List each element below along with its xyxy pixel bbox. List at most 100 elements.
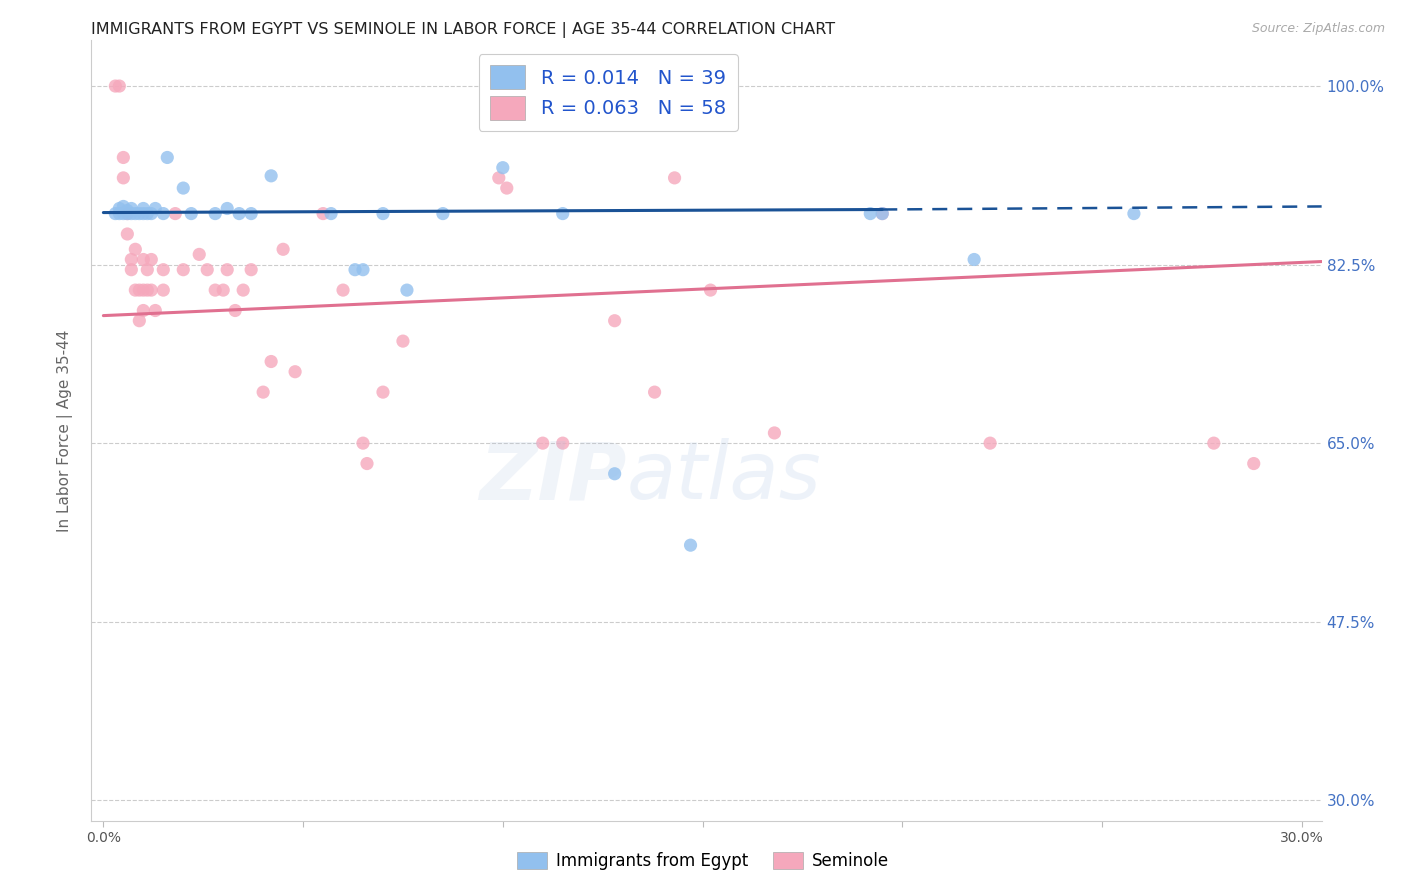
- Point: [152, 283, 174, 297]
- Point: [392, 334, 415, 348]
- Point: [603, 467, 626, 481]
- Point: [188, 247, 211, 261]
- Point: [679, 538, 702, 552]
- Point: [319, 206, 342, 220]
- Point: [152, 206, 174, 220]
- Point: [260, 169, 283, 183]
- Point: [128, 283, 150, 297]
- Point: [104, 206, 127, 220]
- Point: [132, 283, 155, 297]
- Point: [332, 283, 354, 297]
- Point: [120, 202, 142, 216]
- Point: [763, 425, 786, 440]
- Point: [156, 151, 179, 165]
- Point: [551, 436, 574, 450]
- Point: [284, 365, 307, 379]
- Point: [603, 314, 626, 328]
- Point: [120, 252, 142, 267]
- Point: [180, 206, 202, 220]
- Point: [963, 252, 986, 267]
- Point: [195, 262, 218, 277]
- Point: [870, 206, 894, 220]
- Point: [212, 283, 235, 297]
- Point: [117, 206, 139, 220]
- Point: [112, 206, 135, 220]
- Point: [271, 242, 294, 256]
- Point: [217, 262, 239, 277]
- Point: [172, 262, 194, 277]
- Point: [152, 262, 174, 277]
- Point: [395, 283, 418, 297]
- Point: [371, 206, 394, 220]
- Point: [232, 283, 254, 297]
- Point: [112, 170, 135, 185]
- Point: [859, 206, 882, 220]
- Point: [143, 303, 166, 318]
- Text: Source: ZipAtlas.com: Source: ZipAtlas.com: [1251, 22, 1385, 36]
- Point: [1202, 436, 1225, 450]
- Point: [371, 385, 394, 400]
- Point: [224, 303, 246, 318]
- Point: [117, 203, 139, 218]
- Point: [120, 262, 142, 277]
- Point: [240, 262, 263, 277]
- Point: [124, 283, 146, 297]
- Point: [124, 206, 146, 220]
- Point: [108, 206, 131, 220]
- Text: IMMIGRANTS FROM EGYPT VS SEMINOLE IN LABOR FORCE | AGE 35-44 CORRELATION CHART: IMMIGRANTS FROM EGYPT VS SEMINOLE IN LAB…: [91, 22, 835, 38]
- Text: ZIP: ZIP: [479, 438, 627, 516]
- Point: [112, 151, 135, 165]
- Point: [120, 206, 142, 220]
- Point: [870, 206, 894, 220]
- Point: [979, 436, 1001, 450]
- Point: [128, 314, 150, 328]
- Point: [252, 385, 274, 400]
- Point: [108, 78, 131, 93]
- Point: [204, 206, 226, 220]
- Point: [664, 170, 686, 185]
- Point: [143, 202, 166, 216]
- Point: [104, 78, 127, 93]
- Y-axis label: In Labor Force | Age 35-44: In Labor Force | Age 35-44: [56, 329, 73, 532]
- Point: [343, 262, 366, 277]
- Point: [136, 283, 159, 297]
- Point: [352, 436, 374, 450]
- Point: [356, 457, 378, 471]
- Legend: R = 0.014   N = 39, R = 0.063   N = 58: R = 0.014 N = 39, R = 0.063 N = 58: [478, 54, 738, 131]
- Point: [117, 227, 139, 241]
- Point: [551, 206, 574, 220]
- Point: [260, 354, 283, 368]
- Point: [141, 252, 163, 267]
- Point: [204, 283, 226, 297]
- Text: atlas: atlas: [627, 438, 821, 516]
- Point: [141, 206, 163, 220]
- Point: [699, 283, 721, 297]
- Point: [132, 303, 155, 318]
- Point: [1122, 206, 1144, 220]
- Point: [136, 262, 159, 277]
- Point: [132, 202, 155, 216]
- Point: [136, 206, 159, 220]
- Point: [172, 181, 194, 195]
- Point: [495, 181, 517, 195]
- Point: [352, 262, 374, 277]
- Point: [132, 252, 155, 267]
- Point: [124, 242, 146, 256]
- Point: [531, 436, 554, 450]
- Point: [492, 161, 515, 175]
- Legend: Immigrants from Egypt, Seminole: Immigrants from Egypt, Seminole: [510, 845, 896, 877]
- Point: [488, 170, 510, 185]
- Point: [1243, 457, 1265, 471]
- Point: [432, 206, 454, 220]
- Point: [132, 206, 155, 220]
- Point: [141, 283, 163, 297]
- Point: [240, 206, 263, 220]
- Point: [128, 206, 150, 220]
- Point: [644, 385, 666, 400]
- Point: [217, 202, 239, 216]
- Point: [312, 206, 335, 220]
- Point: [108, 202, 131, 216]
- Point: [228, 206, 250, 220]
- Point: [165, 206, 187, 220]
- Point: [112, 199, 135, 213]
